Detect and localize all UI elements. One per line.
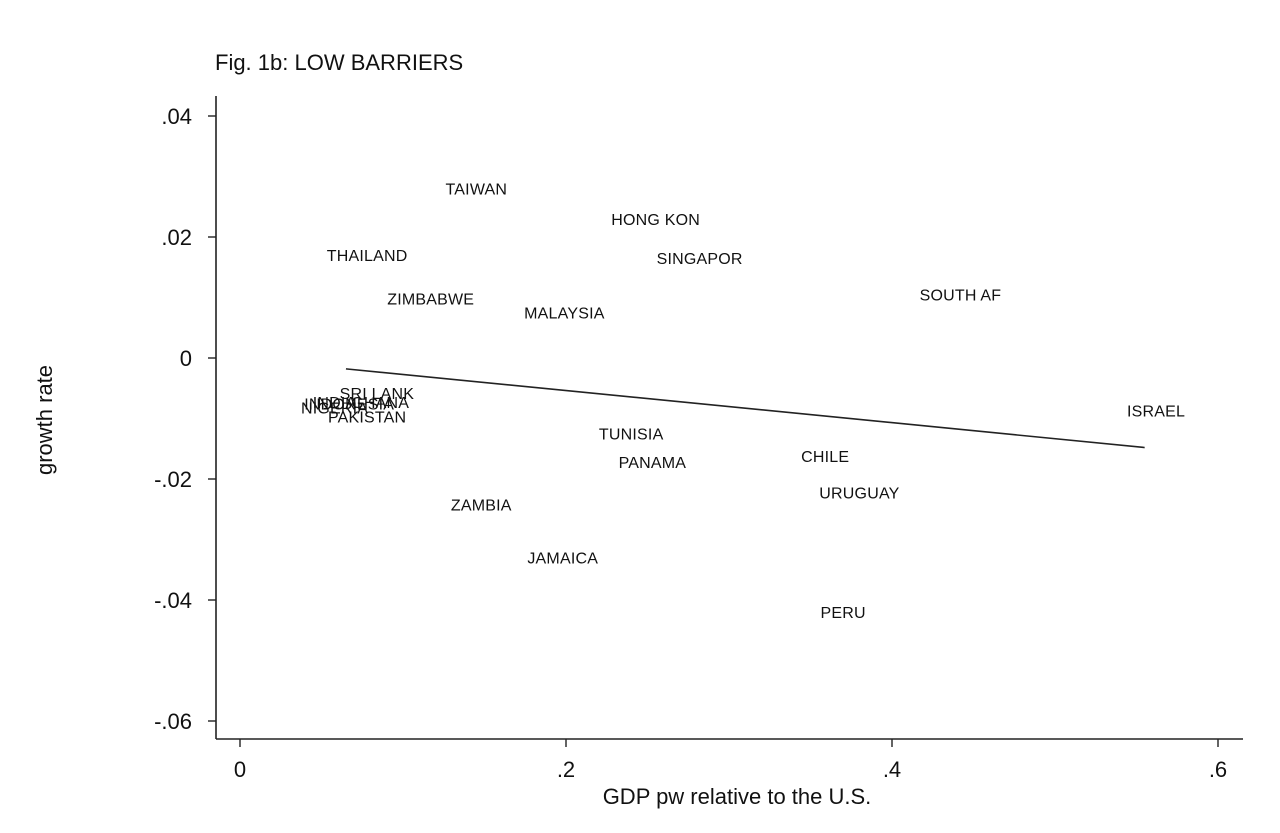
data-point-india: INDIA	[313, 395, 357, 412]
data-point-ghana: GHANA	[351, 395, 409, 412]
data-point-labels: TAIWAN HONG KON THAILAND SINGAPOR ZIMBABWE SO…	[301, 182, 1185, 622]
chart-title: Fig. 1b: LOW BARRIERS	[215, 50, 463, 75]
y-tick-label: .04	[161, 104, 192, 129]
x-tick-label: 0	[234, 757, 246, 782]
x-tick-label: .2	[557, 757, 575, 782]
data-point-zimbabwe: ZIMBABWE	[387, 292, 474, 309]
data-point-peru: PERU	[820, 605, 865, 622]
data-point-singapor: SINGAPOR	[657, 251, 743, 268]
data-point-sri-lank: SRI LANK	[340, 386, 415, 403]
data-point-south-af: SOUTH AF	[920, 287, 1002, 304]
data-point-chile: CHILE	[801, 449, 849, 466]
y-tick-label: -.02	[154, 467, 192, 492]
y-tick-label: .02	[161, 225, 192, 250]
y-axis-title: growth rate	[32, 365, 57, 475]
y-axis-ticks: .04 .02 0 -.02 -.04 -.06	[154, 104, 216, 734]
data-point-uruguay: URUGUAY	[819, 485, 899, 502]
fitted-regression-line	[345, 368, 1145, 449]
data-point-indonesia: INDONESIA	[304, 396, 394, 413]
x-tick-label: .4	[883, 757, 901, 782]
x-axis-title: GDP pw relative to the U.S.	[603, 784, 872, 809]
data-point-tunisia: TUNISIA	[599, 427, 664, 444]
y-tick-label: -.04	[154, 588, 192, 613]
y-tick-label: 0	[180, 346, 192, 371]
data-point-panama: PANAMA	[619, 455, 687, 472]
data-point-israel: ISRAEL	[1127, 404, 1185, 421]
x-tick-label: .6	[1209, 757, 1227, 782]
y-tick-label: -.06	[154, 709, 192, 734]
data-point-pakistan: PAKISTAN	[328, 410, 406, 427]
data-point-nigeria: NIGERIA	[301, 401, 368, 418]
data-point-taiwan: TAIWAN	[446, 182, 508, 199]
data-point-jamaica: JAMAICA	[527, 551, 598, 568]
data-point-hong-kon: HONG KON	[611, 212, 700, 229]
x-axis-ticks: 0 .2 .4 .6	[234, 739, 1227, 782]
data-point-thailand: THAILAND	[327, 248, 408, 265]
data-point-zambia: ZAMBIA	[451, 497, 512, 514]
data-point-malaysia: MALAYSIA	[524, 306, 605, 323]
